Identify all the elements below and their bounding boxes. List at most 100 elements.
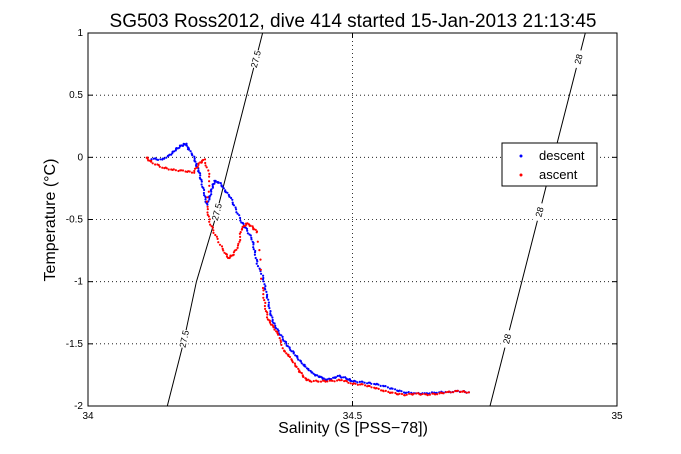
data-point-ascent [324, 380, 327, 383]
data-point-ascent [180, 169, 183, 172]
data-point-descent [407, 391, 410, 394]
data-point-descent [296, 356, 299, 359]
plot-area: 27.5 27.5 27.5 28 28 28 34 34.5 35 -2 -1.5 -1 -0.5 0… [66, 28, 623, 422]
data-point-descent [235, 211, 238, 214]
data-point-descent [239, 219, 242, 222]
data-point-ascent [206, 196, 209, 199]
data-point-ascent [312, 379, 315, 383]
data-point-ascent [465, 391, 468, 394]
data-point-ascent [265, 316, 269, 319]
data-point-ascent [449, 391, 452, 394]
data-point-ascent [225, 253, 228, 256]
legend-label-descent: descent [539, 148, 585, 163]
data-point-ascent [207, 215, 210, 218]
data-point-ascent [239, 231, 242, 234]
data-point-ascent [266, 313, 269, 316]
data-point-descent [322, 377, 325, 380]
data-point-descent [261, 278, 265, 281]
data-point-descent [263, 283, 266, 286]
data-point-descent [265, 290, 268, 293]
data-point-ascent [232, 251, 235, 254]
data-point-descent [268, 307, 271, 310]
data-point-descent [265, 296, 268, 299]
data-point-ascent [391, 391, 394, 394]
data-point-ascent [204, 164, 207, 167]
data-point-ascent [209, 223, 212, 226]
contour-label-bg [532, 202, 547, 223]
data-point-descent [231, 201, 234, 204]
data-point-descent [204, 198, 207, 201]
data-point-ascent [184, 170, 187, 173]
data-point-ascent [217, 241, 220, 244]
data-point-ascent [262, 296, 265, 299]
data-point-ascent [232, 253, 235, 256]
data-point-ascent [193, 171, 196, 174]
data-point-ascent [158, 165, 161, 168]
data-point-ascent [285, 352, 288, 355]
data-point-descent [250, 236, 253, 239]
data-point-descent [264, 285, 267, 288]
data-point-ascent [212, 229, 215, 232]
y-tick-label: -0.5 [66, 215, 84, 226]
data-point-descent [193, 155, 196, 158]
data-point-descent [254, 256, 257, 260]
data-point-descent [203, 188, 206, 192]
data-point-ascent [419, 393, 422, 396]
data-point-descent [249, 234, 252, 237]
data-point-ascent [208, 184, 211, 187]
contour-label-bg [571, 49, 586, 70]
data-point-ascent [297, 367, 300, 370]
data-point-ascent [220, 245, 224, 248]
data-point-ascent [300, 372, 303, 375]
data-point-ascent [277, 333, 280, 336]
data-point-ascent [264, 301, 267, 304]
data-point-ascent [280, 343, 283, 346]
data-point-ascent [167, 168, 170, 171]
data-point-ascent [326, 380, 329, 383]
data-point-descent [202, 191, 205, 195]
data-point-ascent [165, 167, 168, 170]
data-point-ascent [431, 392, 434, 395]
data-point-ascent [174, 169, 177, 172]
data-point-descent [250, 238, 253, 241]
data-point-descent [334, 376, 338, 379]
data-point-descent [210, 188, 213, 191]
data-point-descent [271, 316, 274, 319]
data-point-descent [191, 154, 194, 157]
data-point-ascent [426, 394, 429, 397]
data-point-ascent [249, 224, 252, 227]
data-point-ascent [293, 362, 296, 365]
data-point-ascent [206, 213, 209, 216]
data-point-descent [370, 382, 373, 385]
data-point-ascent [436, 393, 439, 396]
data-point-descent [386, 386, 389, 389]
data-point-ascent [266, 311, 269, 314]
data-point-ascent [239, 235, 242, 238]
data-point-descent [200, 183, 203, 186]
data-point-ascent [255, 231, 258, 234]
data-point-ascent [268, 319, 271, 322]
data-point-ascent [205, 200, 208, 203]
data-point-descent [234, 206, 237, 209]
data-point-ascent [408, 392, 411, 395]
data-point-ascent [260, 277, 263, 280]
data-point-descent [211, 185, 214, 188]
data-point-ascent [214, 233, 217, 237]
data-point-descent [245, 227, 249, 230]
data-point-ascent [412, 392, 415, 395]
data-point-descent [221, 185, 224, 188]
data-point-ascent [236, 244, 240, 247]
data-point-ascent [196, 166, 199, 169]
data-point-ascent [340, 379, 343, 382]
data-point-ascent [428, 393, 431, 396]
data-point-descent [219, 182, 222, 185]
y-axis-label: Temperature (°C) [42, 159, 59, 282]
data-point-descent [262, 274, 265, 277]
data-point-ascent [205, 166, 208, 169]
data-point-descent [275, 327, 278, 330]
data-point-descent [214, 179, 217, 182]
data-point-ascent [452, 391, 455, 394]
data-point-descent [150, 158, 153, 161]
data-point-ascent [206, 208, 209, 211]
data-point-ascent [349, 382, 352, 385]
